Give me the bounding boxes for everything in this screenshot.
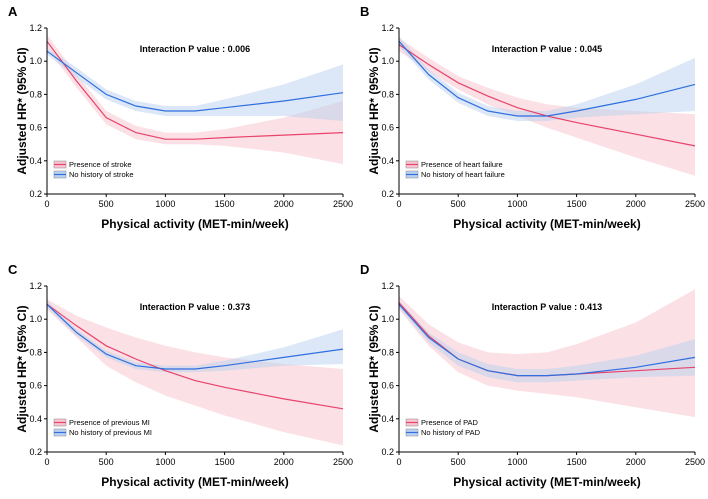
chart-panel-c: C 0.2 0.4 0.6 0.8 1.0 1.2 0 500 1000 1500 2000 2500 P…: [8, 262, 353, 489]
panel-letter: D: [360, 262, 369, 277]
chart-panel-a: A 0.2 0.4 0.6 0.8 1.0 1.2 0 500 1000 1500 2000 2500 P…: [8, 4, 353, 231]
y-tick-label: 0.8: [29, 347, 42, 357]
series-line-2: [398, 303, 696, 377]
x-tick-label: 1000: [155, 457, 175, 467]
y-tick-label: 0.2: [381, 189, 394, 199]
x-tick-label: 0: [44, 199, 49, 209]
series-line-1: [46, 40, 344, 140]
x-tick-label: 1000: [507, 457, 527, 467]
y-tick-label: 0.6: [381, 381, 394, 391]
x-tick-label: 1500: [567, 199, 587, 209]
x-tick-label: 2500: [685, 457, 705, 467]
legend-label: No history of stroke: [69, 170, 134, 179]
y-tick-label: 0.2: [29, 189, 42, 199]
series-line-1: [46, 303, 344, 410]
x-tick-label: 500: [451, 457, 466, 467]
y-tick-label: 0.8: [381, 89, 394, 99]
legend-label: No history of heart failure: [421, 170, 505, 179]
ci-band-series-1: [47, 299, 343, 446]
legend-label: Presence of PAD: [421, 418, 479, 427]
x-tick-label: 2500: [333, 199, 353, 209]
x-tick-label: 0: [44, 457, 49, 467]
x-tick-label: 1000: [507, 199, 527, 209]
chart-panel-b: B 0.2 0.4 0.6 0.8 1.0 1.2 0 500 1000 1500 2000 2500 P…: [360, 4, 705, 231]
x-tick-label: 0: [396, 457, 401, 467]
interaction-p-value: Interaction P value : 0.045: [492, 44, 602, 54]
y-tick-label: 0.2: [29, 447, 42, 457]
panel-letter: A: [8, 4, 18, 19]
y-tick-label: 1.0: [29, 56, 42, 66]
x-tick-label: 500: [99, 457, 114, 467]
ci-band-series-2: [47, 300, 343, 373]
y-tick-label: 1.2: [29, 23, 42, 33]
y-tick-label: 1.2: [381, 281, 394, 291]
x-axis-title: Physical activity (MET-min/week): [101, 217, 288, 231]
x-tick-label: 500: [451, 199, 466, 209]
interaction-p-value: Interaction P value : 0.413: [492, 302, 602, 312]
ci-band-series-2: [399, 36, 695, 121]
legend-label: Presence of stroke: [69, 160, 132, 169]
ci-band-series-2: [399, 300, 695, 383]
legend-label: Presence of heart failure: [421, 160, 503, 169]
interaction-p-value: Interaction P value : 0.006: [140, 44, 250, 54]
ci-band-series-1: [399, 289, 695, 418]
x-axis-title: Physical activity (MET-min/week): [453, 217, 640, 231]
y-axis-title: Adjusted HR* (95% CI): [367, 305, 381, 432]
y-axis-title: Adjusted HR* (95% CI): [367, 47, 381, 174]
legend-label: Presence of previous MI: [69, 418, 150, 427]
interaction-p-value: Interaction P value : 0.373: [140, 302, 250, 312]
chart-panel-d: D 0.2 0.4 0.6 0.8 1.0 1.2 0 500 1000 1500 2000 2500 P…: [360, 262, 705, 489]
x-tick-label: 2500: [685, 199, 705, 209]
y-tick-label: 0.6: [381, 123, 394, 133]
y-tick-label: 0.2: [381, 447, 394, 457]
x-axis-title: Physical activity (MET-min/week): [101, 475, 288, 489]
legend-label: No history of PAD: [421, 428, 481, 437]
panel-letter: C: [8, 262, 18, 277]
y-tick-label: 0.8: [381, 347, 394, 357]
y-tick-label: 0.4: [381, 156, 394, 166]
ci-band-series-1: [47, 34, 343, 165]
legend-label: No history of previous MI: [69, 428, 152, 437]
y-tick-label: 1.0: [29, 314, 42, 324]
y-tick-label: 1.2: [381, 23, 394, 33]
x-tick-label: 2000: [274, 457, 294, 467]
y-tick-label: 0.4: [29, 414, 42, 424]
series-line-2: [46, 303, 344, 370]
series-line-1: [398, 44, 696, 147]
y-tick-label: 1.0: [381, 314, 394, 324]
y-tick-label: 0.6: [29, 123, 42, 133]
y-tick-label: 0.6: [29, 381, 42, 391]
y-axis-title: Adjusted HR* (95% CI): [15, 47, 29, 174]
x-tick-label: 2000: [626, 199, 646, 209]
x-tick-label: 1500: [567, 457, 587, 467]
series-line-2: [46, 50, 344, 112]
x-tick-label: 1500: [215, 457, 235, 467]
y-tick-label: 1.2: [29, 281, 42, 291]
ci-band-series-2: [47, 47, 343, 121]
y-tick-label: 1.0: [381, 56, 394, 66]
x-tick-label: 2500: [333, 457, 353, 467]
x-tick-label: 2000: [274, 199, 294, 209]
x-axis-title: Physical activity (MET-min/week): [453, 475, 640, 489]
ci-band-series-1: [399, 38, 695, 176]
y-tick-label: 0.4: [381, 414, 394, 424]
x-tick-label: 0: [396, 199, 401, 209]
x-tick-label: 2000: [626, 457, 646, 467]
y-axis-title: Adjusted HR* (95% CI): [15, 305, 29, 432]
x-tick-label: 500: [99, 199, 114, 209]
x-tick-label: 1000: [155, 199, 175, 209]
x-tick-label: 1500: [215, 199, 235, 209]
y-tick-label: 0.4: [29, 156, 42, 166]
y-tick-label: 0.8: [29, 89, 42, 99]
panel-letter: B: [360, 4, 369, 19]
series-line-2: [398, 40, 696, 117]
